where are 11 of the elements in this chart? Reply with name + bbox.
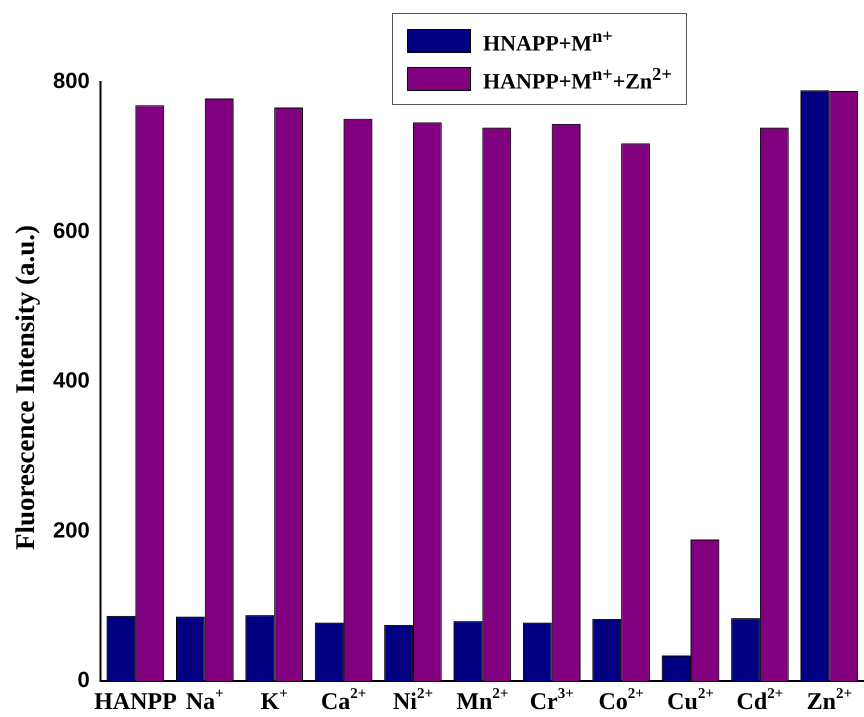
y-tick-label: 600 bbox=[52, 218, 90, 243]
x-tick-label: K+ bbox=[260, 686, 288, 715]
legend-label: HNAPP+M$^{n+}$ bbox=[483, 26, 613, 56]
x-tick-label: Na+ bbox=[186, 686, 224, 715]
y-tick-label: 400 bbox=[52, 368, 90, 393]
y-axis-title: Fluorescence Intensity (a.u.) bbox=[10, 224, 40, 550]
y-tick-label: 0 bbox=[77, 667, 90, 692]
y-tick-label: 200 bbox=[52, 517, 90, 542]
legend-label: HANPP+M$^{n+}$+Zn$^{2+}$ bbox=[483, 64, 672, 94]
y-tick-label: 800 bbox=[52, 68, 90, 94]
x-tick-label: HANPP bbox=[94, 689, 177, 715]
